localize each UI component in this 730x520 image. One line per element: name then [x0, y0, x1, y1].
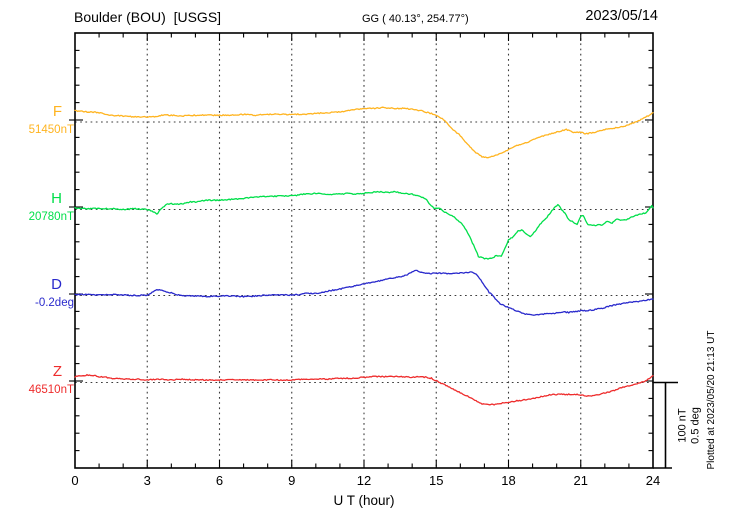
trace-D: [74, 269, 654, 316]
trace-label-Z: Z: [52, 363, 62, 380]
trace-label-D: D: [51, 276, 62, 293]
scale-bar-label-nt: 100 nT: [676, 408, 689, 443]
x-tick-label: 21: [573, 473, 588, 488]
trace-label-F: F: [52, 103, 62, 120]
x-tick-label: 6: [215, 473, 224, 488]
geographic-coordinates: GG ( 40.13°, 254.77°): [362, 13, 469, 25]
trace-Z: [74, 373, 654, 406]
x-tick-label: 18: [501, 473, 516, 488]
trace-F: [74, 106, 654, 159]
x-tick-label: 9: [288, 473, 296, 488]
x-tick-label: 24: [645, 473, 661, 488]
x-axis-title: U T (hour): [333, 493, 395, 508]
observation-date: 2023/05/14: [585, 8, 658, 24]
plotted-at-note: Plotted at 2023/05/20 21:13 UT: [706, 330, 717, 470]
trace-baseline-Z: 46510nT: [28, 384, 74, 396]
trace-label-H: H: [51, 190, 62, 207]
x-tick-label: 0: [71, 473, 79, 488]
scale-bar-label: 100 nT 0.5 deg: [677, 400, 704, 452]
trace-H: [74, 190, 654, 260]
x-tick-label: 15: [429, 473, 444, 488]
station-title: Boulder (BOU) [USGS]: [74, 9, 222, 25]
x-tick-label: 12: [356, 473, 372, 488]
trace-baseline-H: 20780nT: [28, 211, 74, 223]
trace-baseline-F: 51450nT: [28, 124, 74, 136]
trace-baseline-D: -0.2deg: [34, 297, 74, 309]
scale-bar-label-deg: 0.5 deg: [689, 407, 702, 444]
x-tick-label: 3: [143, 473, 151, 488]
